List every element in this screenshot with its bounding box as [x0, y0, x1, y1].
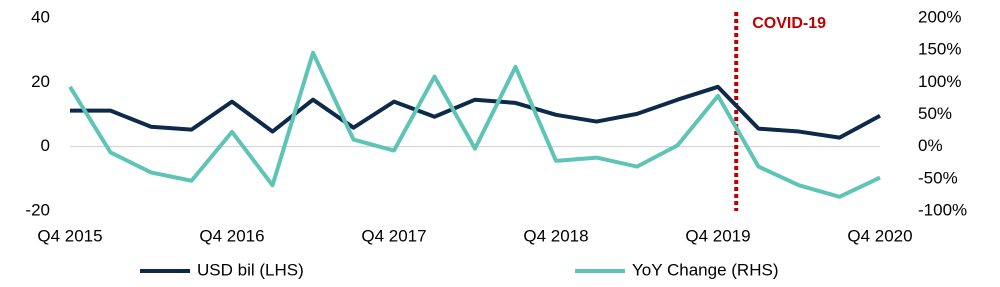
x-tick-label: Q4 2016	[199, 226, 264, 245]
y2-tick-label: -50%	[918, 168, 958, 187]
legend-label: YoY Change (RHS)	[632, 260, 778, 279]
x-tick-label: Q4 2020	[847, 226, 912, 245]
y2-tick-label: 50%	[918, 104, 952, 123]
y2-tick-label: -100%	[918, 200, 967, 219]
series-line	[68, 50, 881, 199]
x-tick-label: Q4 2019	[685, 226, 750, 245]
series-line	[70, 84, 881, 140]
x-tick-label: Q4 2017	[361, 226, 426, 245]
legend-label: USD bil (LHS)	[197, 260, 304, 279]
x-tick-label: Q4 2018	[523, 226, 588, 245]
y2-tick-label: 200%	[918, 7, 961, 26]
y2-tick-label: 150%	[918, 40, 961, 59]
x-tick-label: Q4 2015	[37, 226, 102, 245]
y2-tick-label: 100%	[918, 72, 961, 91]
y-tick-label: -20	[25, 200, 50, 219]
y-tick-label: 20	[31, 72, 50, 91]
y2-tick-label: 0%	[918, 136, 943, 155]
y-tick-label: 40	[31, 7, 50, 26]
annotation: COVID-19	[752, 15, 826, 32]
y-tick-label: 0	[41, 136, 50, 155]
